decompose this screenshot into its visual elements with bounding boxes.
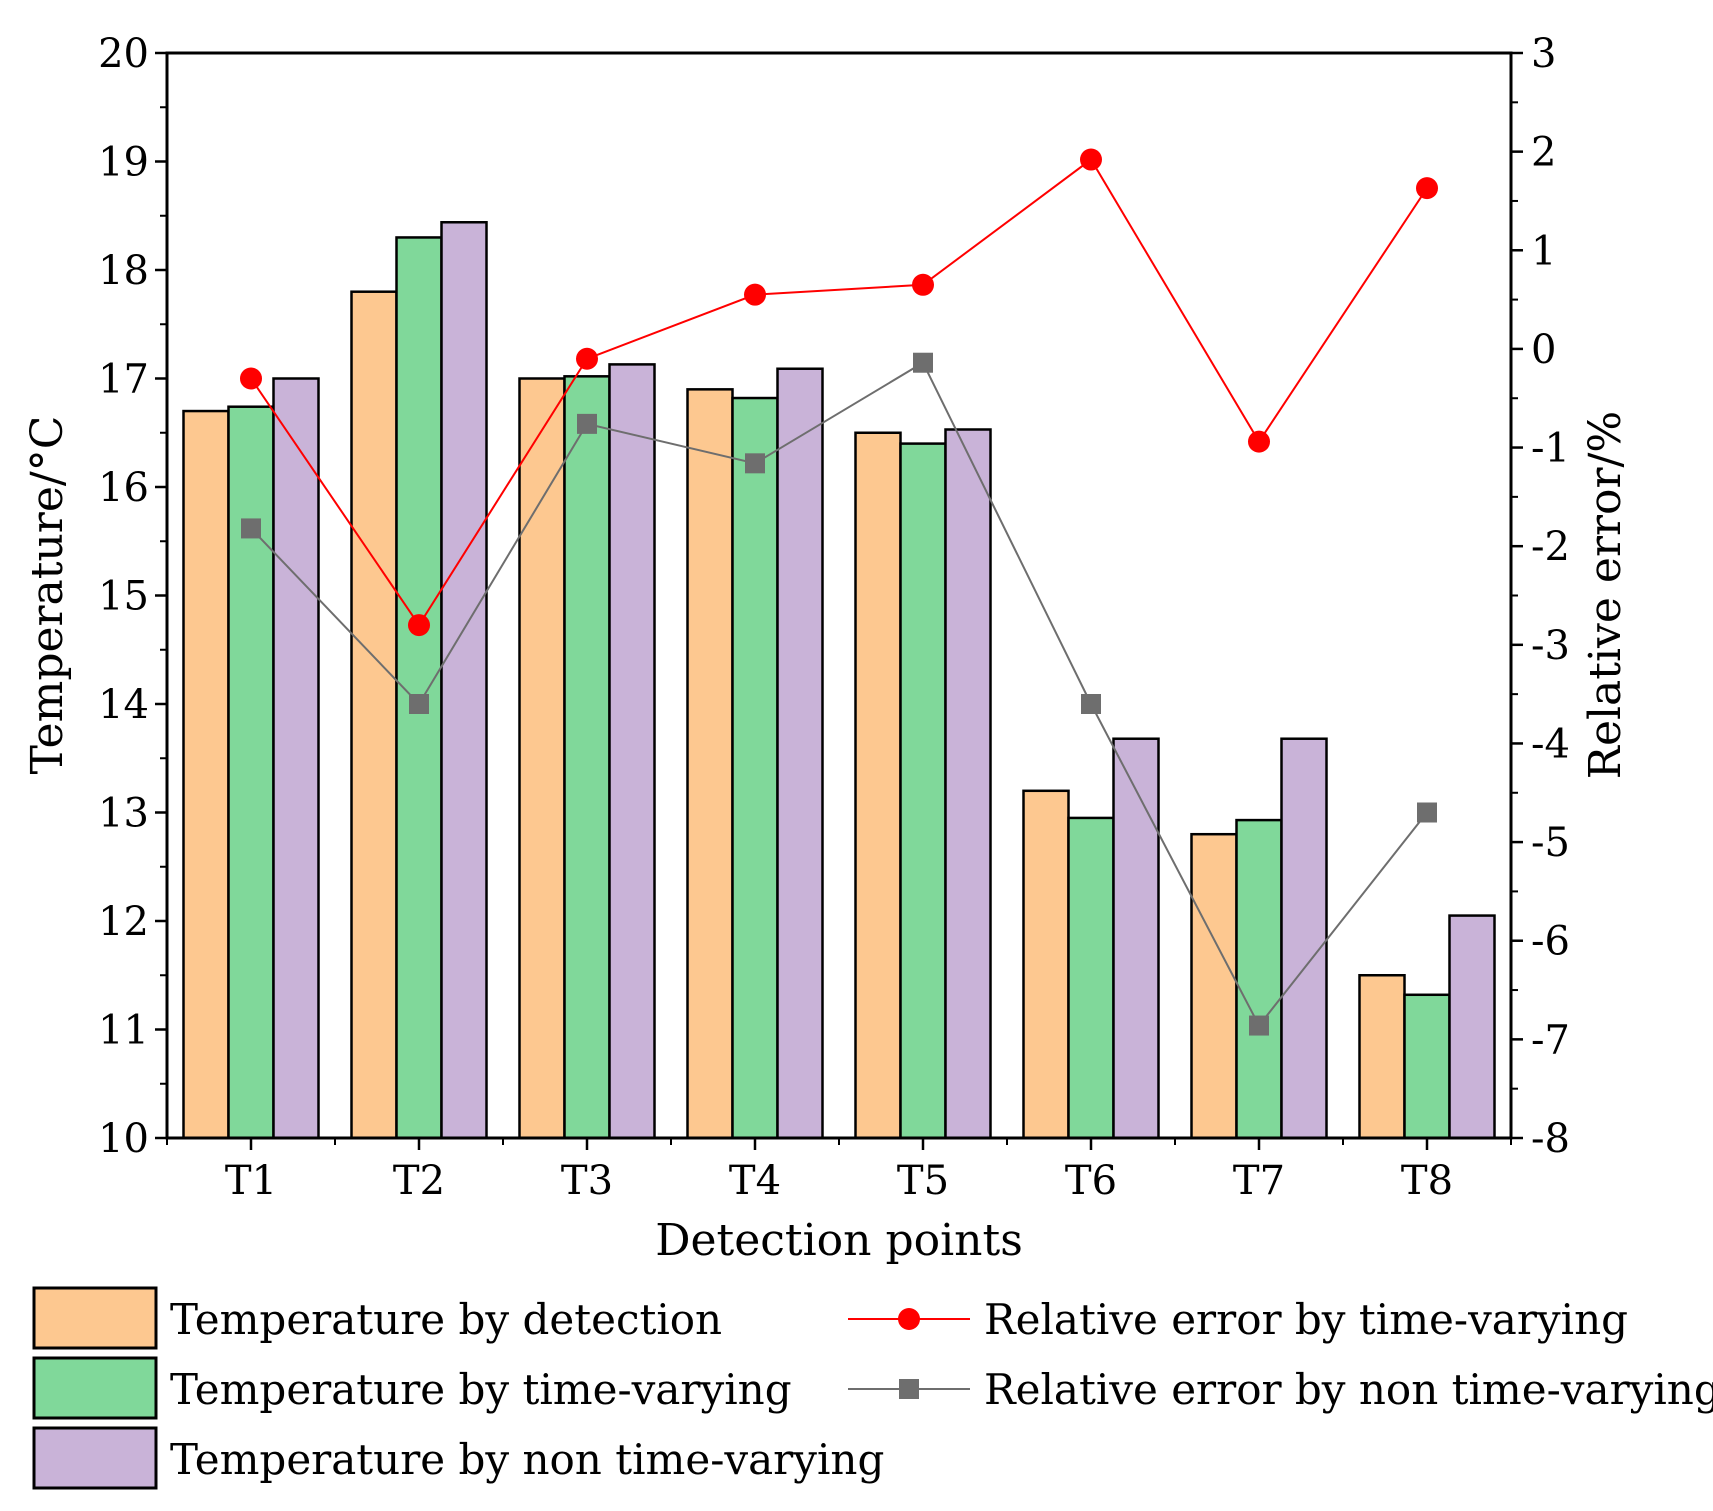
y-tick-label: 15 [98,574,149,620]
marker-square-t7 [1249,1015,1269,1036]
bar-t6-series-0 [1022,789,1070,1140]
y2-tick-label: 0 [1531,327,1556,373]
y2-tick-label: -7 [1531,1017,1570,1063]
x-tick-label-t5: T5 [897,1158,949,1204]
x-tick-label-t2: T2 [393,1158,445,1204]
bar-t1-series-0 [182,409,230,1140]
y-tick-label: 12 [98,899,149,945]
marker-square-t3 [577,413,597,434]
line-series-4 [250,361,1428,1028]
legend-swatch-detection [32,1286,158,1350]
bar-t5-series-1 [899,442,947,1140]
marker-square-t8 [1417,802,1437,823]
legend: Temperature by detection Temperature by … [32,1286,1713,1490]
x-tick-label-t6: T6 [1065,1158,1117,1204]
y-tick-label: 16 [98,465,149,511]
y2-tick-label: -8 [1531,1116,1570,1162]
y-tick-label: 18 [98,248,149,294]
line-series-3 [250,158,1428,627]
y2-tick-label: -5 [1531,820,1570,866]
bar-t6-series-1 [1067,816,1115,1140]
y-axis-title: Temperature/°C [22,416,73,775]
y2-tick-label: 1 [1531,228,1556,274]
bar-t3-series-2 [608,363,656,1140]
marker-circle-t8 [1416,177,1438,200]
legend-marker-circle [898,1308,920,1330]
y2-tick-label: -1 [1531,426,1570,472]
y-tick-label: 13 [98,791,149,837]
y2-tick-label: -4 [1531,721,1570,767]
y2-tick-label: -3 [1531,623,1570,669]
x-tick-label-t7: T7 [1233,1158,1285,1204]
legend-swatch-non-time-varying [32,1426,158,1490]
legend-label-time-varying: Temperature by time-varying [170,1365,792,1414]
legend-label-non-time-varying: Temperature by non time-varying [170,1435,884,1484]
marker-circle-t4 [744,283,766,306]
legend-label-detection: Temperature by detection [170,1295,722,1344]
bar-t7-series-1 [1235,818,1283,1140]
bar-t5-series-0 [854,431,902,1140]
y-tick-label: 17 [98,357,149,403]
bar-t7-series-2 [1280,737,1328,1140]
marker-circle-t7 [1248,430,1270,453]
bar-t1-series-2 [272,377,320,1140]
bar-t6-series-2 [1112,737,1160,1140]
x-tick-label-t8: T8 [1401,1158,1453,1204]
bar-t8-series-0 [1358,974,1406,1140]
bar-t4-series-1 [731,396,779,1140]
marker-square-t6 [1081,694,1101,714]
bar-t3-series-1 [563,375,611,1140]
y2-axis-title: Relative error/% [1580,411,1631,779]
bar-t4-series-0 [686,388,734,1140]
bar-t5-series-2 [944,428,992,1140]
marker-square-t1 [241,518,261,539]
bar-t2-series-0 [350,290,398,1140]
x-tick-label-t3: T3 [561,1158,613,1204]
y2-tick-label: 2 [1531,130,1556,176]
x-tick-label-t1: T1 [225,1158,277,1204]
legend-swatch-time-varying [32,1356,158,1420]
marker-circle-t2 [408,614,430,637]
x-axis-title: Detection points [655,1215,1023,1266]
y-tick-label: 10 [98,1116,149,1162]
y-tick-label: 19 [98,140,149,186]
y-tick-label: 11 [98,1008,149,1054]
bar-t8-series-2 [1448,914,1496,1140]
y2-tick-label: -2 [1531,524,1570,570]
bar-t2-series-2 [440,221,488,1140]
axes: 1011121314151617181920-8-7-6-5-4-3-2-101… [98,31,1570,1204]
legend-label-relative-error-time-varying: Relative error by time-varying [984,1295,1628,1344]
plot-area [182,148,1496,1140]
marker-circle-t3 [576,347,598,370]
legend-label-relative-error-non-time-varying: Relative error by non time-varying [984,1365,1713,1414]
bar-t1-series-1 [227,405,275,1140]
y-tick-label: 20 [98,31,149,77]
marker-circle-t6 [1080,148,1102,171]
legend-marker-square [899,1379,919,1399]
bar-t3-series-0 [518,377,566,1140]
marker-square-t5 [913,352,933,373]
bar-t8-series-1 [1403,993,1451,1140]
x-tick-label-t4: T4 [729,1158,781,1204]
y2-tick-label: 3 [1531,31,1556,77]
y-tick-label: 14 [98,682,149,728]
y2-tick-label: -6 [1531,919,1570,965]
bar-t4-series-2 [776,367,824,1140]
marker-square-t4 [745,453,765,474]
marker-square-t2 [409,694,429,714]
marker-circle-t1 [240,367,262,390]
marker-circle-t5 [912,273,934,296]
bar-t7-series-0 [1190,832,1238,1140]
